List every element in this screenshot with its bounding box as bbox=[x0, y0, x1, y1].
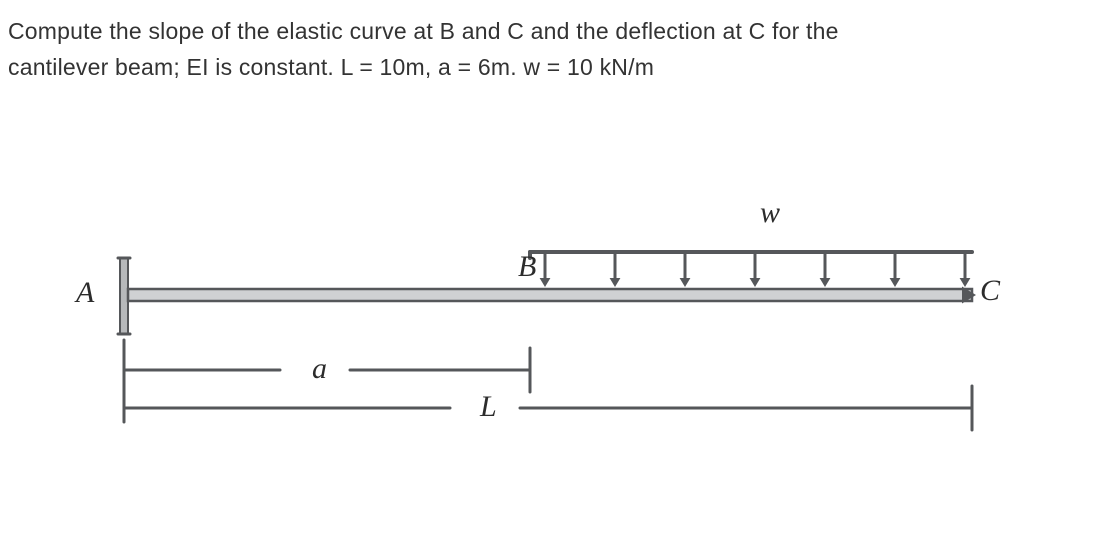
label-L: L bbox=[480, 390, 497, 424]
problem-line2: cantilever beam; EI is constant. L = 10m… bbox=[8, 54, 654, 80]
problem-line1: Compute the slope of the elastic curve a… bbox=[8, 18, 839, 44]
cantilever-diagram: A B C w a L bbox=[80, 200, 1000, 440]
problem-statement: Compute the slope of the elastic curve a… bbox=[8, 14, 1097, 85]
label-A: A bbox=[76, 276, 94, 310]
label-w: w bbox=[760, 196, 780, 230]
label-B: B bbox=[518, 250, 536, 284]
label-a: a bbox=[312, 352, 327, 386]
diagram-svg bbox=[80, 200, 1000, 440]
label-C: C bbox=[980, 274, 1000, 308]
